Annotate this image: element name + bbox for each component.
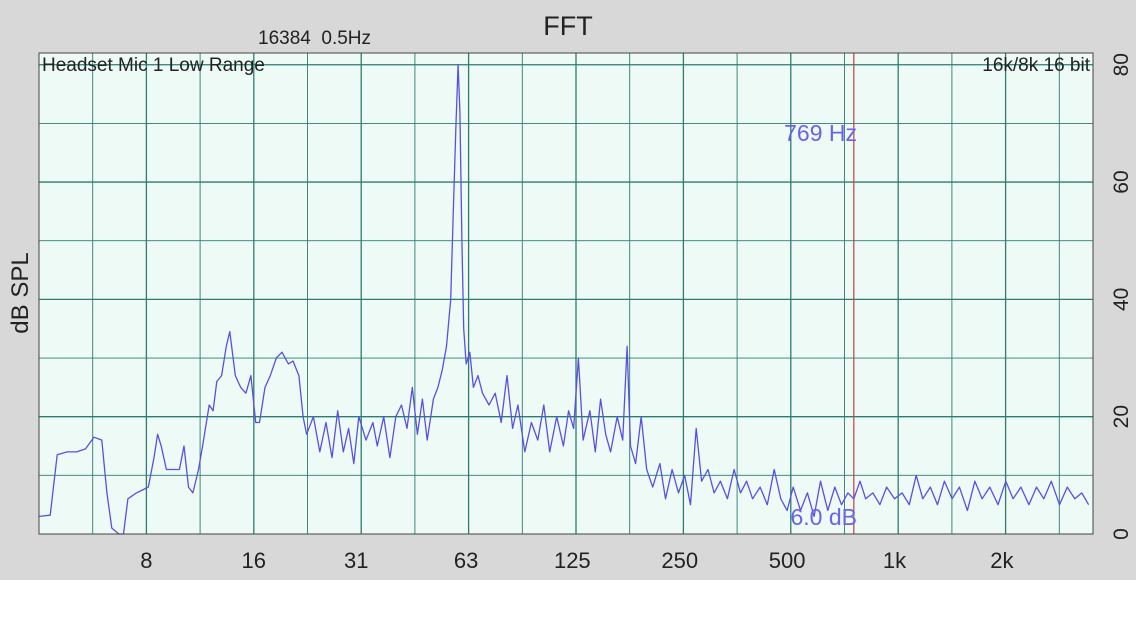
x-tick-label: 31 bbox=[344, 548, 368, 573]
chart-title: FFT bbox=[543, 11, 592, 41]
y-tick-label: 80 bbox=[1110, 53, 1133, 76]
plot-border bbox=[38, 52, 1094, 535]
x-tick-label: 125 bbox=[554, 548, 591, 573]
fft-info-label: 16384 0.5Hz bbox=[258, 28, 371, 49]
y-tick-label: 60 bbox=[1110, 170, 1133, 193]
x-tick-label: 16 bbox=[242, 548, 266, 573]
series-line bbox=[38, 64, 1090, 535]
x-tick-label: 1k bbox=[883, 548, 907, 573]
x-tick-labels: 8 16 31 63 125 250 500 1k 2k bbox=[140, 548, 1014, 573]
x-tick-label: 8 bbox=[140, 548, 152, 573]
grid bbox=[39, 53, 1093, 534]
cursor-frequency-label: 769 Hz bbox=[784, 120, 857, 146]
y-tick-label: 40 bbox=[1110, 288, 1133, 311]
y-tick-label: 20 bbox=[1110, 405, 1133, 428]
x-tick-label: 250 bbox=[661, 548, 698, 573]
y-tick-label: 0 bbox=[1110, 528, 1133, 540]
source-label: Headset Mic 1 Low Range bbox=[42, 55, 265, 76]
format-label: 16k/8k 16 bit bbox=[982, 55, 1090, 76]
fft-chart: FFT 16384 0.5Hz Headset Mic 1 Low Range … bbox=[7, 11, 1133, 573]
cursor-level-label: 6.0 dB bbox=[791, 504, 858, 530]
x-tick-label: 63 bbox=[454, 548, 478, 573]
plot-area bbox=[38, 52, 1094, 535]
x-tick-label: 2k bbox=[990, 548, 1014, 573]
y-tick-labels: 0 20 40 60 80 bbox=[1110, 53, 1133, 540]
y-axis-label: dB SPL bbox=[7, 252, 34, 333]
x-tick-label: 500 bbox=[769, 548, 806, 573]
